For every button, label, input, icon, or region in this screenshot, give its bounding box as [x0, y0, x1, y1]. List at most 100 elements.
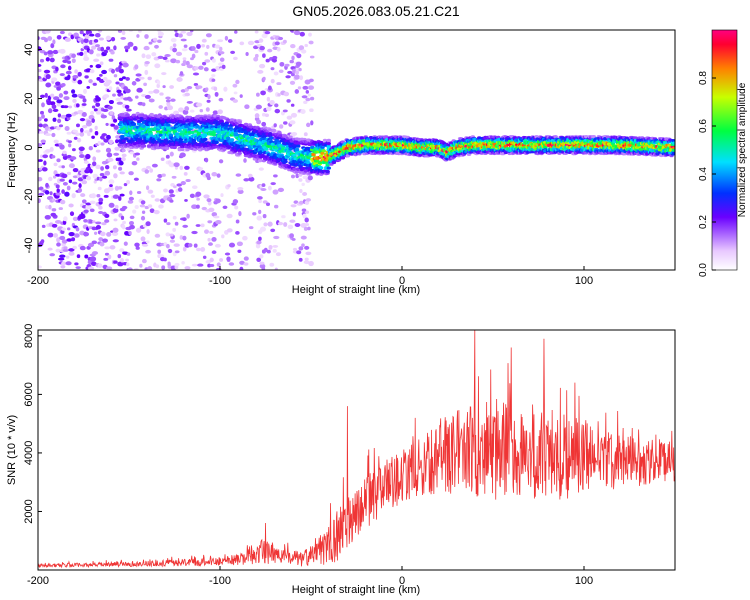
spectrogram-cell [108, 99, 114, 105]
spectrogram-cell [88, 168, 93, 174]
spectrogram-cell [273, 71, 279, 76]
spectrogram-cell [308, 32, 312, 37]
spectrogram-cell [105, 266, 113, 270]
spectrogram-cell [195, 247, 202, 252]
spectrogram-cell [262, 214, 267, 219]
spectrogram-cell [303, 169, 309, 173]
spectrogram-cell [124, 137, 129, 141]
spectrogram-cell [248, 125, 254, 129]
spectrogram-cell [112, 93, 116, 97]
spectrogram-cell [88, 219, 94, 224]
spectrogram-cell [248, 176, 255, 182]
spectrogram-cell [55, 184, 60, 189]
spectrogram-cell [269, 136, 274, 140]
spectrogram-cell [196, 85, 203, 89]
spectrogram-cell [191, 53, 196, 59]
spectrogram-cell [120, 258, 124, 263]
spectrogram-cell [112, 227, 119, 233]
spectrogram-cell [97, 30, 103, 33]
spectrogram-cell [182, 224, 189, 228]
spectrogram-cell [326, 142, 331, 146]
spectrogram-cell [195, 102, 203, 107]
spectrogram-cell [264, 30, 271, 35]
spectrogram-cell [106, 232, 112, 237]
spectrogram-cell [269, 262, 275, 267]
spectrogram-cell [83, 219, 88, 223]
spectrogram-cell [243, 178, 250, 182]
spectrogram-cell [179, 165, 184, 171]
spectrogram-cell [52, 49, 59, 55]
spectrogram-cell [92, 156, 97, 162]
spectrogram-cell [169, 199, 174, 203]
spectrogram-cell [42, 154, 49, 159]
spectrogram-cell [115, 135, 121, 139]
spectrogram-cell [287, 70, 293, 74]
spectrogram-cell [66, 131, 72, 135]
spectrogram-cell [105, 79, 112, 85]
spectrogram-cell [263, 222, 268, 227]
spectrogram-cell [139, 263, 143, 268]
spectrogram-cell [166, 123, 171, 127]
spectrogram-cell [64, 125, 70, 132]
spectrogram-cell [63, 216, 68, 222]
spectrogram-cell [91, 118, 96, 123]
spectrogram-cell [268, 244, 273, 250]
spectrogram-cell [256, 196, 263, 200]
spectrogram-cell [167, 248, 173, 254]
spectrogram-cell [298, 173, 303, 177]
spectrogram-cell [180, 147, 185, 152]
spectrogram-cell [182, 60, 187, 64]
spectrogram-cell [87, 266, 95, 270]
spectrogram-cell [222, 147, 227, 151]
spectrogram-cell [65, 255, 70, 259]
spectrogram-cell [117, 30, 123, 33]
spectrogram-cell [91, 105, 96, 109]
spectrogram-cell [72, 74, 79, 79]
spectrogram-cell [66, 171, 72, 176]
spectrogram-cell [145, 249, 152, 254]
spectrogram-cell [279, 124, 284, 129]
spectrogram-cell [98, 176, 103, 182]
spectrogram-cell [326, 138, 331, 142]
spectrogram-cell [124, 104, 130, 109]
spectrogram-cell [209, 230, 214, 234]
spectrogram-cell [117, 261, 124, 267]
spectrogram-cell [232, 199, 239, 204]
spectrogram-cell [290, 103, 295, 107]
spectrogram-cell [286, 115, 293, 120]
spectrogram-cell [247, 128, 252, 132]
spectrogram-cell [39, 94, 46, 98]
spectrogram-cell [58, 93, 64, 98]
spectrogram-cell [256, 119, 262, 125]
spectrogram-cell [211, 212, 218, 217]
spectrogram-cell [204, 229, 209, 234]
spectrogram-cell [292, 153, 297, 157]
spectrogram-cell [243, 262, 249, 266]
spectrogram-cell [64, 37, 71, 42]
spectrogram-cell [132, 209, 137, 214]
spectrogram-cell [165, 243, 170, 249]
spectrogram-cell [93, 231, 98, 235]
spectrogram-cell [162, 85, 166, 89]
spectrogram-cell [38, 116, 42, 122]
spectrogram-cell [303, 100, 308, 105]
spectrogram-cell [184, 198, 188, 202]
spectrogram-cell [161, 72, 167, 76]
spectrogram-cell [66, 185, 71, 191]
spectrogram-cell [258, 167, 264, 171]
spectrogram-cell [288, 147, 293, 151]
spectrogram-cell [227, 39, 233, 43]
spectrogram-cell [79, 245, 86, 251]
spectrogram-cell [205, 107, 210, 112]
spectrogram-cell [87, 242, 95, 248]
spectrogram-cell [268, 132, 273, 136]
spectrogram-cell [183, 172, 188, 176]
spectrogram-cell [72, 168, 79, 173]
spectrogram-cell [296, 144, 301, 148]
spectrogram-cell [86, 245, 91, 250]
spectrogram-cell [89, 69, 95, 74]
spectrogram-cell [62, 248, 69, 252]
spectrogram-cell [81, 111, 87, 118]
spectrogram-cell [292, 145, 297, 149]
spectrogram-cell [285, 75, 291, 79]
